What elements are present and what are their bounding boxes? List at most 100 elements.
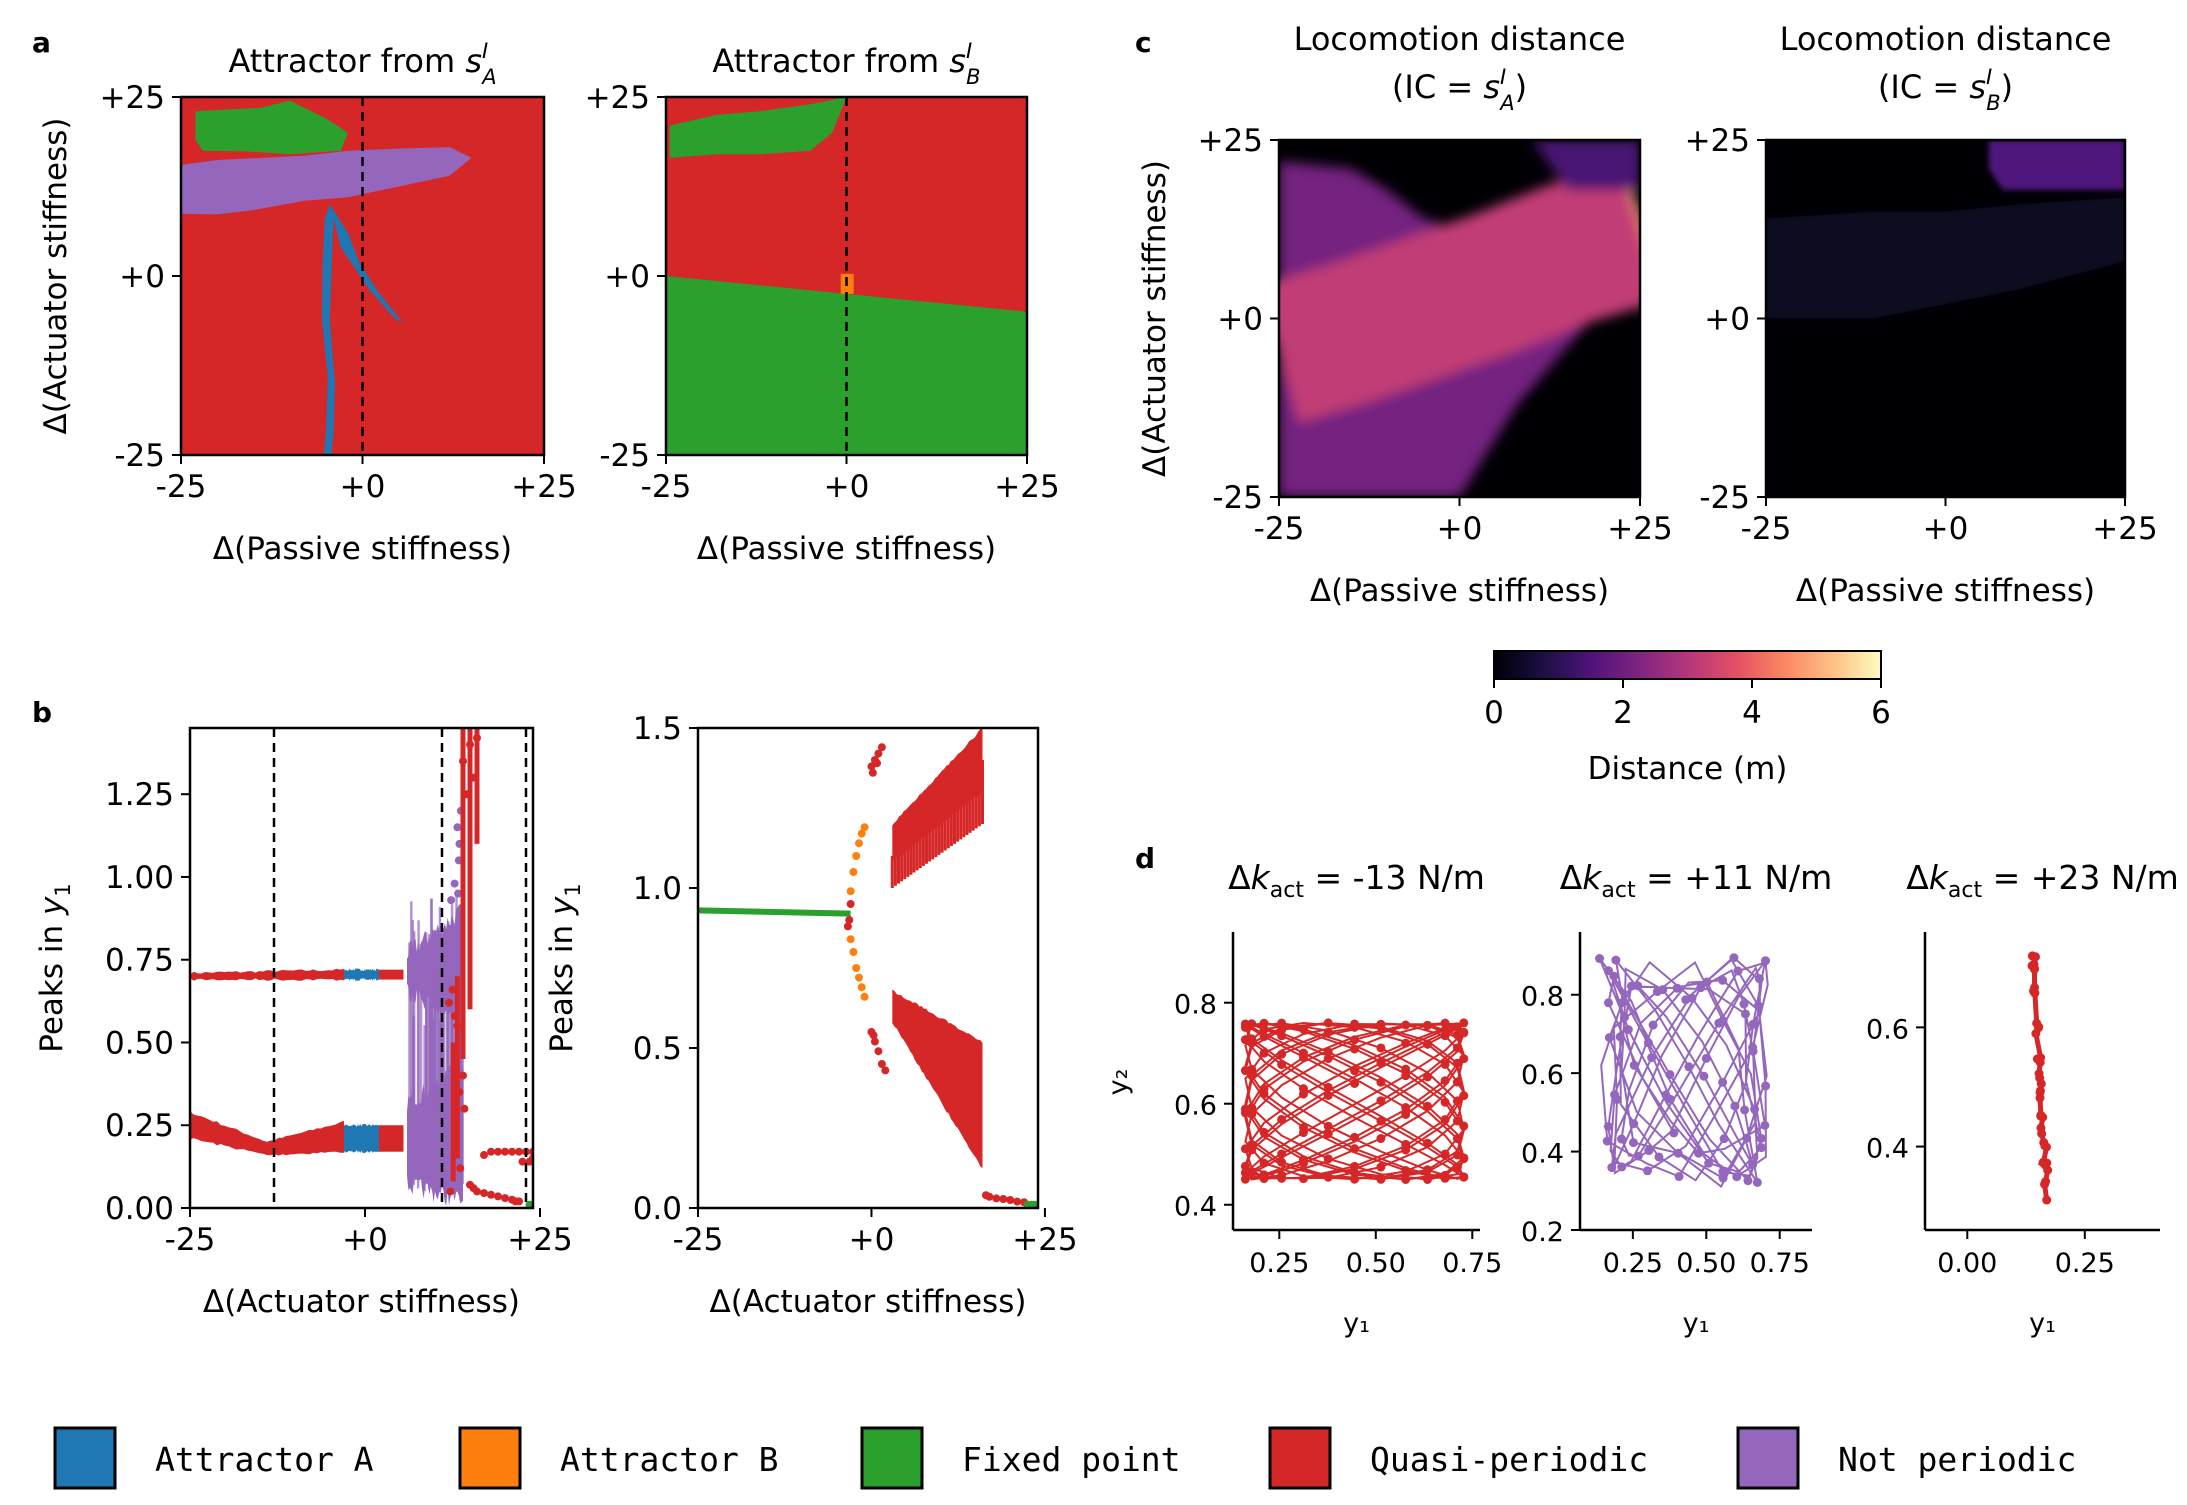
y-tick-label: 1.00 [105,860,174,896]
plot-area [698,728,1038,1208]
legend-label: Quasi-periodic [1370,1440,1648,1479]
trajectory-point [1604,1033,1614,1043]
scatter-point [992,1194,1001,1203]
trajectory-point [1323,1054,1333,1064]
trajectory-point [1401,1071,1411,1081]
scatter-point [857,983,866,992]
trajectory-point [1376,1019,1386,1029]
scatter-point [494,1192,502,1201]
scatter-point [852,852,861,860]
colorbar-tick-label: 6 [1871,695,1891,731]
x-tick-label: -25 [1254,511,1305,547]
plot-area [190,728,533,1208]
y-tick-label: -25 [1212,480,1263,516]
scatter-point [450,879,459,888]
x-tick-label: +25 [1607,511,1672,547]
scatter-point [868,768,877,777]
trajectory-point [1729,953,1739,963]
trajectory-point [1603,998,1613,1008]
y-tick-label: 0.25 [105,1108,174,1144]
scatter-point [857,829,866,838]
chart-title: Locomotion distance [1780,20,2112,58]
trajectory-point [1423,1174,1433,1184]
legend-item: Quasi-periodic [1268,1426,1648,1490]
trajectory-point [1440,1149,1450,1159]
trajectory-point [1612,1095,1622,1105]
trajectory-point [1423,1020,1433,1030]
y-tick-label: -25 [114,438,165,474]
x-tick-label: 0.50 [1676,1248,1736,1279]
legend-label: Attractor B [560,1440,779,1479]
trajectory-point [1259,1048,1269,1058]
trajectory-point [1350,1144,1360,1154]
attractor-map-a: -25 +0 +25 -25 +0 +25 Attractor from sI A Δ(Pass… [38,39,577,567]
y-tick-label: 1.25 [105,777,174,813]
y-tick-label: 0.6 [1521,1060,1564,1091]
heatmap-cells [1766,140,2125,497]
x-axis-label: Δ(Passive stiffness) [1310,573,1609,609]
trajectory-point [1247,1019,1257,1029]
scatter-point [487,1190,495,1199]
x-tick-label: 0.75 [1750,1248,1810,1279]
region-not-periodic [181,147,472,215]
chart-title: Δkact = +11 N/m [1560,858,1833,903]
trajectory-point [1452,1058,1462,1068]
scatter-point [985,1192,994,1201]
trajectory-point [1672,983,1682,993]
trajectory-point [1615,1032,1625,1042]
x-axis-label: Δ(Actuator stiffness) [710,1284,1027,1320]
trajectory-point [1401,1109,1411,1119]
x-tick-label: +25 [2092,511,2157,547]
scatter-point [860,992,869,1001]
trajectory-point [1459,1153,1469,1163]
trajectory-point [1298,1155,1308,1165]
chart-title: Attractor from sI A [228,39,496,89]
colorbar-tick-label: 4 [1742,695,1762,731]
trajectory-point [1617,1162,1627,1172]
scatter-point [845,916,854,924]
chart-title: Locomotion distance [1294,20,1626,58]
trajectory-point [1298,1024,1308,1034]
trajectory-point [1617,998,1627,1008]
trajectory-point [1277,1157,1287,1167]
trajectory-point [1323,1154,1333,1164]
y-tick-label: 0.4 [1521,1139,1564,1170]
trajectory-point [1350,1132,1360,1142]
trajectory-point [1350,1044,1360,1054]
y-tick-label: +25 [1685,123,1750,159]
trajectory-point [1718,1167,1728,1177]
scatter-point [870,1037,879,1046]
trajectory-point [1423,1101,1433,1111]
trajectory-point [1719,1134,1729,1144]
trajectory-point [2036,1123,2046,1133]
x-tick-label: +0 [1923,511,1969,547]
legend-swatch [860,1426,924,1490]
trajectory-point [1452,1043,1462,1053]
trajectory-point [1452,1077,1462,1087]
x-tick-label: +0 [849,1222,895,1258]
trajectory-point [2032,1018,2042,1028]
x-tick-label: +25 [507,1222,572,1258]
y-tick-label: 0.8 [1174,990,1217,1021]
y-tick-label: 0.5 [633,1031,682,1067]
trajectory-point [1277,1018,1287,1028]
trajectory-point [1247,1145,1257,1155]
trajectory-point [1642,1166,1652,1176]
y-axis-label: Δ(Actuator stiffness) [1137,160,1173,477]
scatter-point [518,1157,527,1166]
y-tick-label: +25 [100,80,165,116]
scatter-point [487,1147,495,1156]
trajectory-point [1376,1077,1386,1087]
trajectory-point [1665,1094,1675,1104]
scatter-point [846,935,855,944]
trajectory-point [1754,974,1764,984]
scatter-point [459,1071,467,1080]
trajectory-point [1376,1096,1386,1106]
trajectory-plot-1: 0.25 0.50 0.75 0.4 0.6 0.8 Δkact = -13 N/m y₁ y₂ [1103,858,1502,1339]
trajectory-point [1607,1163,1617,1173]
trajectory-point [1633,1151,1643,1161]
trajectory-point [1277,1049,1287,1059]
trajectory-point [1323,1047,1333,1057]
chart-subtitle: (IC = sI A) [1392,65,1527,115]
scatter-point [456,1164,465,1173]
